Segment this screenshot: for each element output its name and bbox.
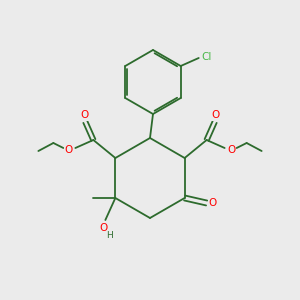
Text: O: O: [64, 145, 73, 155]
Text: O: O: [212, 110, 220, 120]
Text: H: H: [106, 232, 113, 241]
Text: O: O: [227, 145, 236, 155]
Text: O: O: [80, 110, 88, 120]
Text: Cl: Cl: [202, 52, 212, 62]
Text: O: O: [208, 198, 217, 208]
Text: O: O: [99, 223, 107, 233]
